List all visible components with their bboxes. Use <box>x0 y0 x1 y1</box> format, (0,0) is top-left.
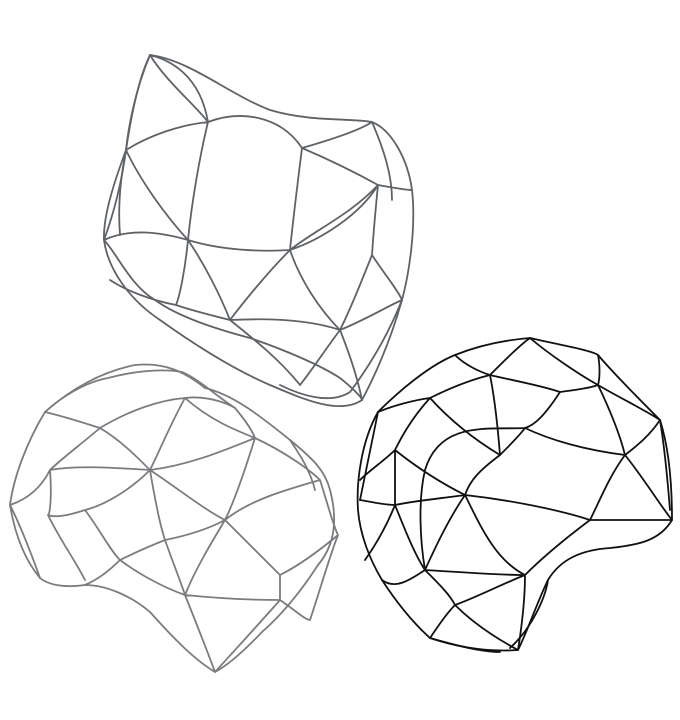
top-blob-outline-inner <box>103 54 403 401</box>
bottom-right-wireframe-blob <box>356 337 673 653</box>
right-blob-mesh <box>359 337 673 651</box>
left-blob-outline-inner <box>9 369 316 579</box>
bottom-left-wireframe-blob <box>9 363 339 673</box>
left-blob-outline <box>9 363 336 673</box>
top-blob-mesh <box>103 54 413 401</box>
right-blob-outline-inner <box>359 411 671 653</box>
top-blob-outline <box>103 54 415 408</box>
left-blob-mesh <box>9 396 339 673</box>
top-wireframe-blob <box>103 54 415 408</box>
right-blob-outline <box>356 337 673 652</box>
